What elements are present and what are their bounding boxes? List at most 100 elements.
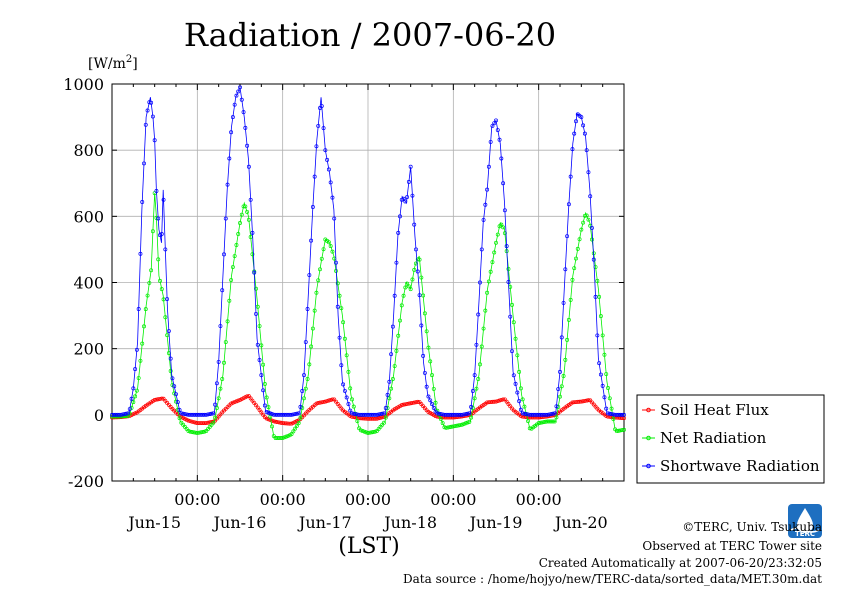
data-point [389, 386, 394, 391]
data-point [511, 373, 516, 378]
data-point [382, 411, 386, 416]
data-point [360, 412, 365, 417]
data-point [284, 421, 289, 426]
data-point [371, 412, 376, 417]
data-point [312, 174, 317, 179]
data-point [230, 400, 235, 405]
data-point [111, 412, 116, 417]
x-time-label: 00:00 [174, 490, 220, 509]
legend: Soil Heat Flux Net Radiation Shortwave R… [636, 394, 825, 484]
data-point [134, 388, 139, 393]
data-point [275, 412, 280, 417]
data-point [282, 435, 287, 440]
data-point [262, 403, 267, 408]
data-point [378, 415, 383, 420]
data-point [209, 411, 214, 416]
data-point [227, 298, 232, 303]
data-point [282, 421, 287, 426]
data-point [387, 379, 392, 384]
data-point [341, 320, 346, 325]
data-point [389, 352, 394, 357]
data-point [465, 420, 470, 425]
data-point [421, 353, 426, 358]
data-point [190, 419, 194, 424]
data-point [385, 392, 390, 397]
data-point [410, 193, 415, 198]
footer-created: Created Automatically at 2007-06-20/23:3… [539, 556, 822, 570]
data-point [158, 278, 162, 283]
data-point [259, 373, 264, 378]
data-point [534, 415, 539, 420]
data-point [453, 412, 458, 417]
data-point [559, 384, 564, 389]
data-point [294, 411, 299, 416]
data-point [545, 419, 550, 424]
y-axis-label-end: ] [132, 56, 137, 72]
data-point [270, 418, 274, 423]
data-point [202, 412, 207, 417]
data-point [232, 102, 237, 107]
data-point [430, 402, 434, 407]
data-point [325, 399, 330, 403]
data-point [483, 202, 488, 207]
data-point [515, 353, 520, 358]
data-point [230, 265, 235, 270]
data-point [236, 89, 241, 94]
data-point [408, 287, 413, 292]
data-point [462, 421, 466, 426]
data-point [582, 213, 587, 218]
data-point [561, 374, 566, 378]
data-point [449, 415, 454, 420]
data-point [476, 377, 481, 381]
data-point [239, 97, 244, 102]
data-point [230, 115, 235, 120]
data-point [245, 143, 250, 148]
data-point [339, 363, 344, 368]
data-point [472, 396, 477, 401]
data-point [371, 416, 376, 421]
data-point [518, 407, 523, 412]
data-point [614, 412, 619, 417]
data-point [131, 386, 136, 391]
data-point [264, 409, 269, 414]
data-point [403, 285, 408, 290]
data-point [154, 189, 159, 193]
data-point [254, 311, 258, 316]
data-point [275, 436, 280, 440]
data-point [257, 358, 262, 362]
data-point [213, 415, 218, 420]
data-point [492, 250, 497, 255]
data-point [238, 220, 242, 225]
data-point [223, 340, 228, 344]
data-point [449, 424, 454, 429]
data-point [163, 315, 168, 320]
data-point [376, 412, 381, 417]
data-point [506, 267, 511, 271]
data-point [255, 342, 260, 347]
data-point [255, 304, 260, 309]
data-point [449, 412, 454, 417]
data-point [447, 412, 452, 417]
data-point [538, 412, 543, 417]
data-point [556, 387, 561, 392]
y-tick-label: 600 [73, 207, 104, 226]
data-point [250, 252, 255, 257]
data-point [463, 412, 468, 417]
data-point [341, 382, 346, 387]
data-point [424, 384, 429, 389]
data-point [549, 412, 554, 417]
data-point [510, 302, 514, 307]
data-point [579, 399, 584, 404]
data-point [431, 386, 436, 391]
data-point [465, 411, 470, 416]
data-point [572, 400, 577, 405]
data-point [559, 335, 564, 340]
data-point [122, 412, 127, 417]
data-point [268, 411, 273, 416]
data-point [197, 421, 202, 426]
data-point [451, 412, 456, 417]
data-point [291, 429, 296, 434]
data-point [446, 412, 450, 417]
data-point [447, 415, 452, 420]
data-point [177, 416, 182, 421]
